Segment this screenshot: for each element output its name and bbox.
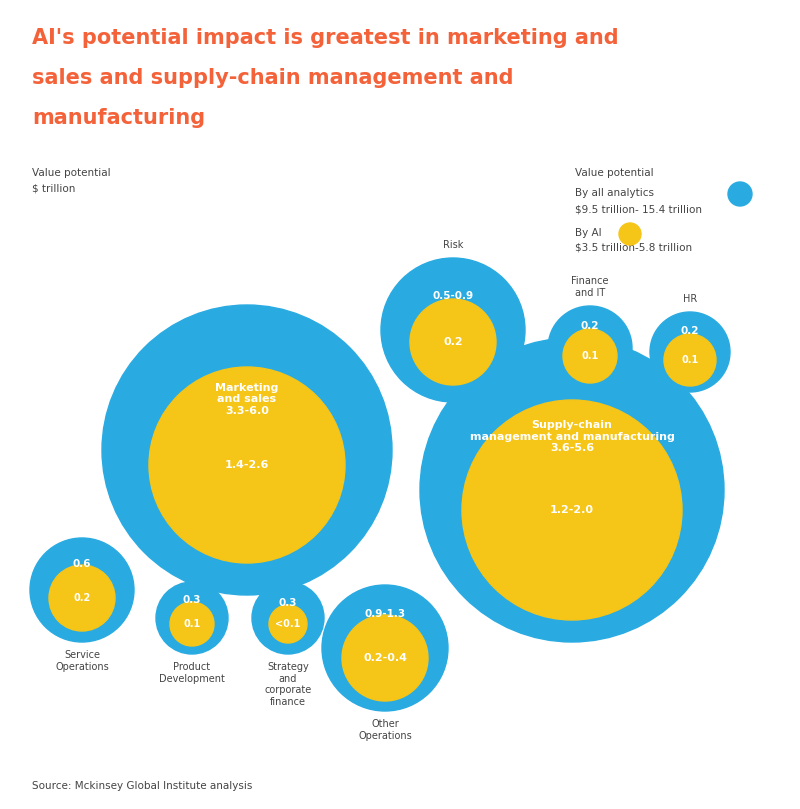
Text: 0.3: 0.3	[278, 598, 298, 608]
Text: Value potential: Value potential	[575, 168, 654, 178]
Text: Other
Operations: Other Operations	[358, 719, 412, 740]
Text: <0.1: <0.1	[275, 619, 301, 629]
Circle shape	[342, 615, 428, 701]
Circle shape	[49, 565, 115, 631]
Text: 0.2: 0.2	[581, 321, 599, 332]
Text: 0.3: 0.3	[182, 595, 202, 605]
Text: Risk: Risk	[443, 240, 463, 250]
Circle shape	[650, 312, 730, 392]
Text: HR: HR	[683, 294, 697, 304]
Text: 0.5-0.9: 0.5-0.9	[433, 290, 474, 301]
Text: 0.1: 0.1	[183, 619, 201, 629]
Text: 1.2-2.0: 1.2-2.0	[550, 505, 594, 515]
Text: sales and supply-chain management and: sales and supply-chain management and	[32, 68, 514, 88]
Text: $ trillion: $ trillion	[32, 183, 75, 193]
Text: 1.4-2.6: 1.4-2.6	[225, 460, 269, 470]
Text: 0.6: 0.6	[73, 558, 91, 569]
Circle shape	[462, 400, 682, 620]
Text: Service
Operations: Service Operations	[55, 650, 109, 671]
Circle shape	[170, 602, 214, 646]
Text: Strategy
and
corporate
finance: Strategy and corporate finance	[264, 662, 312, 707]
Circle shape	[149, 367, 345, 563]
Circle shape	[322, 585, 448, 711]
Circle shape	[269, 605, 307, 643]
Circle shape	[156, 582, 228, 654]
Circle shape	[728, 182, 752, 206]
Circle shape	[252, 582, 324, 654]
Text: $3.5 trillion-5.8 trillion: $3.5 trillion-5.8 trillion	[575, 242, 692, 252]
Circle shape	[410, 299, 496, 385]
Text: 0.1: 0.1	[682, 355, 698, 365]
Circle shape	[548, 306, 632, 390]
Circle shape	[381, 258, 525, 402]
Circle shape	[664, 334, 716, 386]
Text: Source: Mckinsey Global Institute analysis: Source: Mckinsey Global Institute analys…	[32, 781, 252, 791]
Text: By all analytics: By all analytics	[575, 188, 654, 198]
Text: 0.2: 0.2	[74, 593, 90, 603]
Text: Product
Development: Product Development	[159, 662, 225, 684]
Text: Finance
and IT: Finance and IT	[571, 277, 609, 298]
Circle shape	[619, 223, 641, 245]
Text: 0.2: 0.2	[443, 337, 463, 347]
Text: By AI: By AI	[575, 228, 602, 238]
Text: Marketing
and sales
3.3-6.0: Marketing and sales 3.3-6.0	[215, 383, 278, 416]
Text: AI's potential impact is greatest in marketing and: AI's potential impact is greatest in mar…	[32, 28, 618, 48]
Text: 0.2: 0.2	[681, 326, 699, 337]
Text: Value potential: Value potential	[32, 168, 110, 178]
Text: $9.5 trillion- 15.4 trillion: $9.5 trillion- 15.4 trillion	[575, 204, 702, 214]
Circle shape	[102, 305, 392, 595]
Circle shape	[563, 329, 617, 383]
Circle shape	[420, 338, 724, 642]
Circle shape	[30, 538, 134, 642]
Text: manufacturing: manufacturing	[32, 108, 205, 128]
Text: Supply-chain
management and manufacturing
3.6-5.6: Supply-chain management and manufacturin…	[470, 420, 674, 453]
Text: 0.2-0.4: 0.2-0.4	[363, 653, 407, 663]
Text: 0.1: 0.1	[582, 351, 598, 361]
Text: 0.9-1.3: 0.9-1.3	[365, 608, 406, 619]
